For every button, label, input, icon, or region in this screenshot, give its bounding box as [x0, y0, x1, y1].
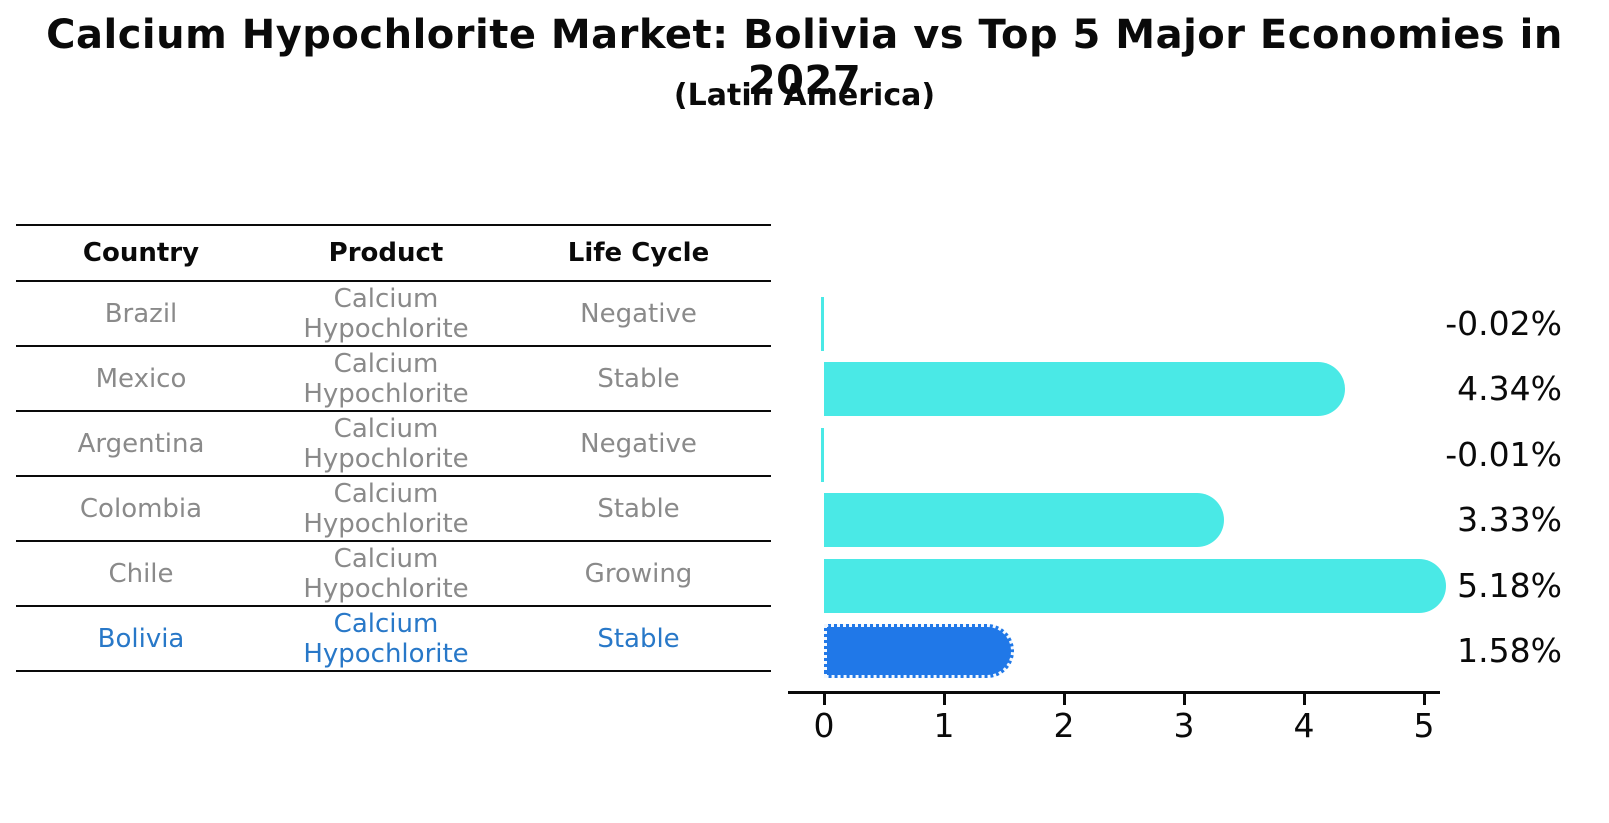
x-axis-tick-label: 2 [1053, 706, 1075, 745]
product-cell: Calcium Hypochlorite [303, 283, 469, 344]
country-cell: Colombia [79, 493, 203, 524]
life-cycle-cell: Growing [584, 558, 693, 589]
x-axis-tick [943, 694, 946, 705]
product-cell: Calcium Hypochlorite [303, 413, 469, 474]
country-cell: Chile [108, 558, 174, 589]
x-axis-tick-label: 0 [813, 706, 835, 745]
chart-title: Calcium Hypochlorite Market: Bolivia vs … [46, 12, 1563, 104]
x-axis-tick-label: 4 [1293, 706, 1315, 745]
bar-brazil [821, 297, 824, 351]
x-axis-tick-label: 3 [1173, 706, 1195, 745]
life-cycle-cell: Stable [597, 363, 680, 394]
country-cell: Brazil [104, 298, 178, 329]
value-label-argentina: -0.01% [1445, 435, 1562, 474]
life-cycle-cell: Negative [580, 428, 697, 459]
x-axis-tick [1303, 694, 1306, 705]
value-label-colombia: 3.33% [1457, 500, 1562, 539]
product-cell: Calcium Hypochlorite [303, 478, 469, 539]
table-row-chile: Chile Calcium Hypochlorite Growing [16, 542, 771, 607]
table-row-colombia: Colombia Calcium Hypochlorite Stable [16, 477, 771, 542]
column-header-country: Country [82, 238, 200, 268]
country-cell: Bolivia [97, 623, 185, 654]
product-cell: Calcium Hypochlorite [303, 348, 469, 409]
value-label-bolivia: 1.58% [1457, 631, 1562, 670]
value-label-brazil: -0.02% [1445, 304, 1562, 343]
x-axis-tick [1423, 694, 1426, 705]
table-row-brazil: Brazil Calcium Hypochlorite Negative [16, 282, 771, 347]
life-cycle-cell: Negative [580, 298, 697, 329]
table-row-mexico: Mexico Calcium Hypochlorite Stable [16, 347, 771, 412]
life-cycle-cell: Stable [597, 623, 680, 654]
column-header-product: Product [328, 238, 444, 268]
table-row-bolivia: Bolivia Calcium Hypochlorite Stable [16, 607, 771, 672]
bar-bolivia-highlighted [824, 624, 1014, 678]
value-label-chile: 5.18% [1457, 566, 1562, 605]
value-label-mexico: 4.34% [1457, 369, 1562, 408]
table-row-argentina: Argentina Calcium Hypochlorite Negative [16, 412, 771, 477]
table-header-row: Country Product Life Cycle [16, 224, 771, 282]
product-cell: Calcium Hypochlorite [303, 608, 469, 669]
country-cell: Argentina [77, 428, 205, 459]
bar-colombia [824, 493, 1224, 547]
comparison-table: Country Product Life Cycle Brazil Calciu… [16, 224, 771, 672]
chart-subtitle: (Latin America) [673, 78, 936, 113]
life-cycle-cell: Stable [597, 493, 680, 524]
x-axis-tick [1063, 694, 1066, 705]
x-axis-tick [1183, 694, 1186, 705]
x-axis-line [788, 691, 1440, 694]
x-axis-tick-label: 1 [933, 706, 955, 745]
country-cell: Mexico [95, 363, 187, 394]
bar-mexico [824, 362, 1345, 416]
x-axis-tick [823, 694, 826, 705]
bar-argentina [821, 428, 824, 482]
product-cell: Calcium Hypochlorite [303, 543, 469, 604]
column-header-life-cycle: Life Cycle [567, 238, 710, 268]
x-axis-tick-label: 5 [1413, 706, 1435, 745]
bar-chile [824, 559, 1446, 613]
